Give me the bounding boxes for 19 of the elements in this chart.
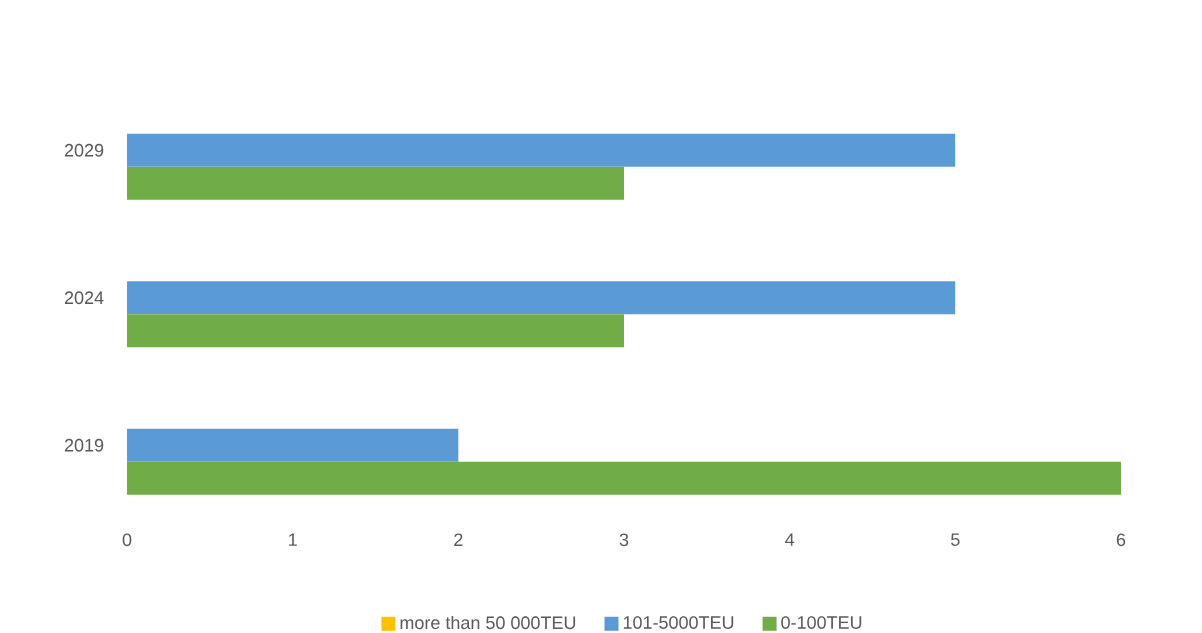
x-tick-label: 1: [289, 533, 297, 546]
bar: [127, 281, 956, 315]
bar: [127, 428, 459, 462]
x-tick-label: 3: [619, 533, 629, 547]
y-tick-label: 2024: [64, 291, 104, 305]
bar: [127, 461, 1121, 495]
y-tick-label: 2019: [64, 438, 104, 452]
x-tick-label: 4: [785, 533, 795, 546]
bar: [127, 166, 625, 200]
legend-label: 101-5000TEU: [623, 616, 734, 629]
legend-label: more than 50 000TEU: [400, 615, 576, 630]
x-tick-label: 2: [454, 533, 463, 546]
x-tick-label: 5: [951, 533, 960, 546]
legend-label: 0-100TEU: [781, 616, 862, 629]
y-tick-label: 2029: [64, 143, 104, 157]
x-tick-label: 0: [122, 533, 132, 547]
bar: [127, 133, 956, 167]
x-tick-label: 6: [1116, 533, 1126, 547]
bar: [127, 314, 625, 348]
